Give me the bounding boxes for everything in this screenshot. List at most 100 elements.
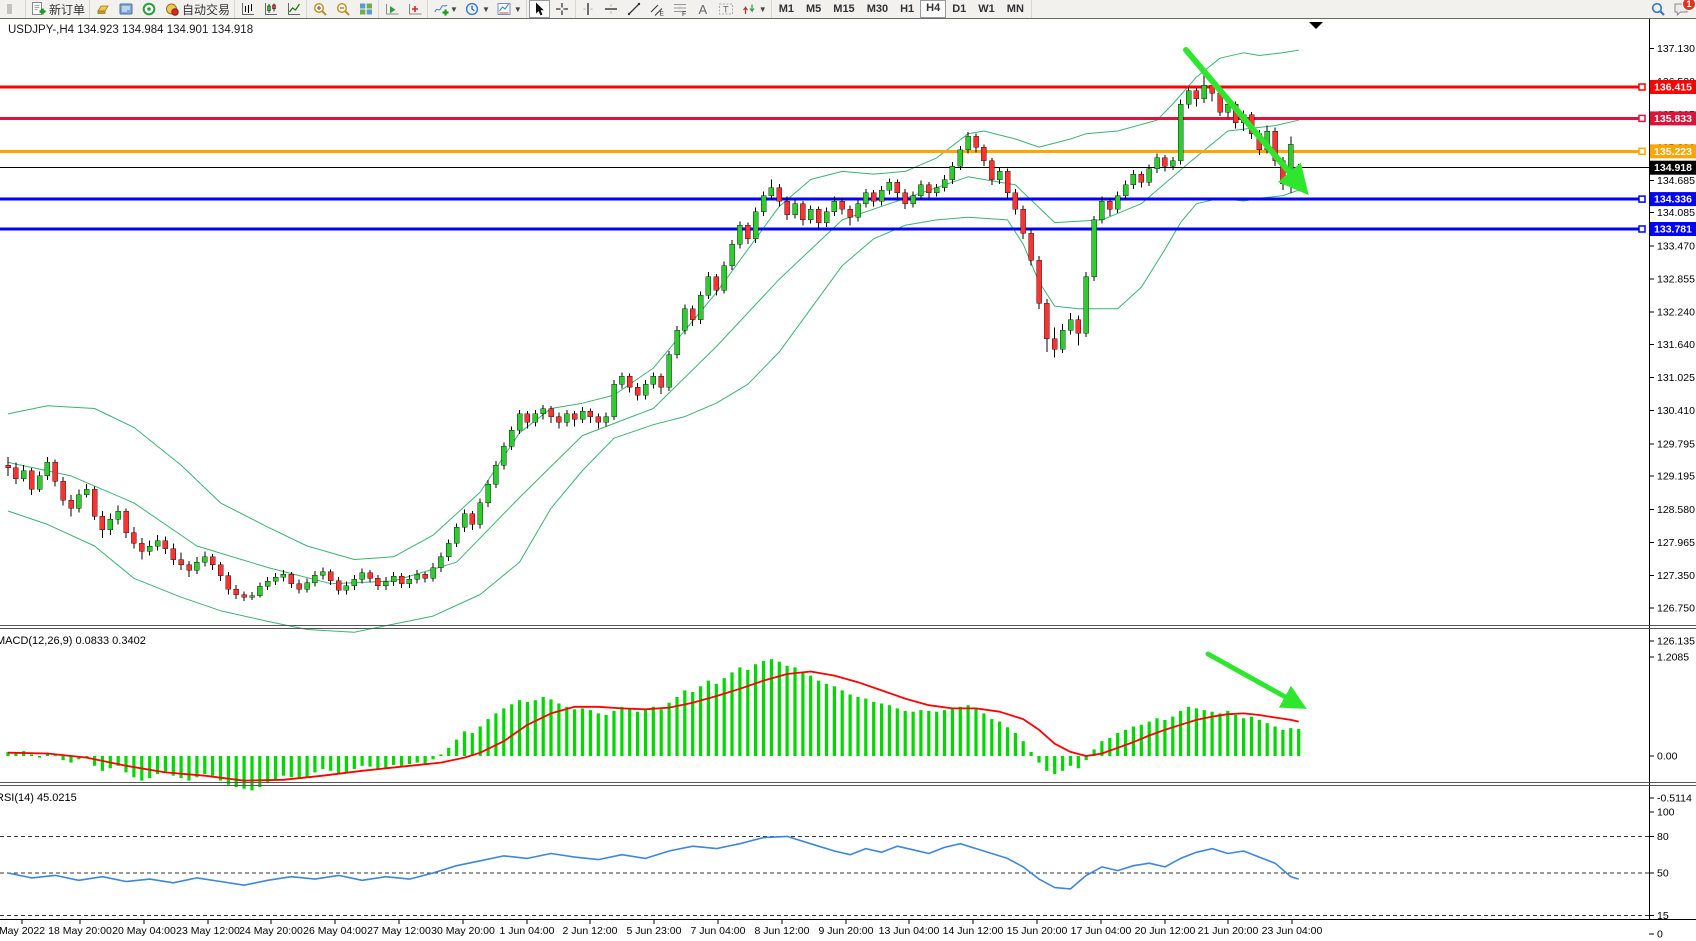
chart-line-glyph: [285, 1, 302, 17]
bar-chart-icon[interactable]: [237, 1, 258, 17]
svg-text:136.415: 136.415: [1654, 82, 1692, 94]
svg-text:132.855: 132.855: [1657, 273, 1695, 285]
svg-text:0: 0: [1657, 929, 1663, 941]
zoom-out-icon[interactable]: [332, 1, 353, 17]
toolbar-group: 自动交易: [90, 0, 236, 18]
indicators-glyph: [432, 1, 449, 17]
tile-windows-icon[interactable]: [355, 1, 376, 17]
chart-title: USDJPY-,H4 134.923 134.984 134.901 134.9…: [8, 24, 253, 36]
svg-text:23 Jun 04:00: 23 Jun 04:00: [1262, 925, 1323, 937]
candles-layer: [5, 70, 1302, 601]
hline-136.415[interactable]: [0, 83, 1646, 91]
time-axis[interactable]: May 2022 18 May 20:00 20 May 04:00 23 May 1…: [0, 918, 1696, 937]
cursor-glyph: [531, 1, 548, 17]
hline-135.223[interactable]: [0, 147, 1646, 156]
svg-text:23 May 12:00: 23 May 12:00: [176, 925, 240, 937]
data-window-icon[interactable]: [115, 1, 136, 17]
timeframe-w1[interactable]: W1: [978, 3, 995, 15]
svg-text:-0.5114: -0.5114: [1657, 792, 1692, 804]
chevron-down-icon[interactable]: ▼: [758, 4, 767, 14]
clipped-icon[interactable]: [2, 1, 23, 17]
trendline-icon[interactable]: [624, 1, 645, 17]
label-icon[interactable]: T: [716, 1, 737, 17]
macd-label: MACD(12,26,9) 0.0833 0.3402: [0, 635, 146, 647]
hline-134.336[interactable]: [0, 195, 1646, 203]
timeframe-m30[interactable]: M30: [866, 3, 889, 15]
periods-icon[interactable]: ▼: [462, 1, 492, 17]
hline-135.833[interactable]: [0, 114, 1646, 123]
chart-svg[interactable]: 137.130136.520135.905135.290134.685134.0…: [0, 18, 1696, 941]
channel-icon[interactable]: E: [647, 1, 668, 17]
crosshair-icon[interactable]: [552, 1, 573, 17]
fibonacci-icon[interactable]: F: [670, 1, 691, 17]
svg-text:26 May 04:00: 26 May 04:00: [303, 925, 367, 937]
svg-text:128.580: 128.580: [1657, 504, 1695, 516]
navigator-icon[interactable]: [138, 1, 159, 17]
svg-text:134.685: 134.685: [1657, 175, 1695, 187]
timeframe-m15[interactable]: M15: [833, 3, 855, 15]
notification-badge: 1: [1682, 0, 1696, 11]
toolbar-group: [0, 0, 26, 18]
search-button[interactable]: [1647, 1, 1668, 17]
arrows-icon[interactable]: ▼: [739, 1, 769, 17]
cursor-icon[interactable]: [528, 0, 550, 18]
hline-133.781[interactable]: [0, 225, 1646, 233]
notifications-button[interactable]: 1: [1670, 0, 1696, 17]
candlestick-chart-icon[interactable]: [260, 1, 281, 17]
new-order-button[interactable]: 新订单: [28, 1, 87, 17]
svg-text:50: 50: [1657, 868, 1669, 880]
trend-arrow[interactable]: [1183, 47, 1309, 196]
svg-text:9 Jun 20:00: 9 Jun 20:00: [819, 925, 874, 937]
vertical-line-icon[interactable]: [578, 1, 599, 17]
chart-shift-marker[interactable]: [1309, 22, 1323, 29]
timeframe-m1[interactable]: M1: [778, 3, 794, 15]
horizontal-line-icon[interactable]: [601, 1, 622, 17]
svg-text:131.025: 131.025: [1657, 372, 1695, 384]
gold-glyph: [94, 1, 111, 17]
svg-text:15 Jun 20:00: 15 Jun 20:00: [1007, 925, 1068, 937]
chevron-down-icon[interactable]: ▼: [450, 4, 458, 14]
timeframe-m5[interactable]: M5: [806, 3, 822, 15]
templates-icon[interactable]: ▼: [494, 1, 524, 17]
text-icon[interactable]: A: [693, 1, 714, 17]
fibo-glyph: F: [672, 1, 689, 17]
autotrading-button[interactable]: 自动交易: [161, 1, 232, 17]
svg-text:E: E: [660, 11, 665, 18]
svg-text:127.965: 127.965: [1657, 537, 1695, 549]
svg-text:2 Jun 12:00: 2 Jun 12:00: [563, 925, 618, 937]
chart-candles-glyph: [262, 1, 279, 17]
label-glyph: T: [718, 1, 735, 17]
chevron-down-icon[interactable]: ▼: [513, 4, 522, 14]
chart-area[interactable]: 137.130136.520135.905135.290134.685134.0…: [0, 18, 1696, 941]
svg-text:131.640: 131.640: [1657, 339, 1695, 351]
clipped-glyph: [4, 1, 21, 17]
zoom-in-icon[interactable]: [309, 1, 330, 17]
chevron-down-icon[interactable]: ▼: [481, 4, 490, 14]
auto-scroll-icon[interactable]: [381, 1, 402, 17]
timeframe-h4[interactable]: H4: [920, 0, 947, 18]
svg-text:133.781: 133.781: [1654, 224, 1692, 236]
timeframe-mn[interactable]: MN: [1006, 3, 1024, 15]
indicators-icon[interactable]: ▼: [430, 1, 460, 17]
svg-text:T: T: [723, 5, 729, 15]
svg-text:1.2085: 1.2085: [1657, 651, 1689, 663]
toolbar-group: [235, 0, 308, 18]
vline-glyph: [580, 1, 597, 17]
line-chart-icon[interactable]: [283, 1, 304, 17]
svg-text:134.918: 134.918: [1654, 162, 1692, 174]
timeframe-h1[interactable]: H1: [900, 3, 915, 15]
svg-text:A: A: [699, 2, 708, 17]
chart-shift-icon[interactable]: [404, 1, 425, 17]
rsi-panel[interactable]: 100 80 50 15 0 RSI(14) 45.0215: [0, 792, 1675, 941]
timeframe-d1[interactable]: D1: [952, 3, 967, 15]
market-watch-icon[interactable]: [92, 1, 113, 17]
toolbar-group: [307, 0, 380, 18]
toolbar-group: 新订单: [26, 0, 91, 18]
crosshair-glyph: [554, 1, 571, 17]
price-axis[interactable]: 137.130136.520135.905135.290134.685134.0…: [1649, 19, 1695, 919]
signal-glyph: [140, 1, 157, 17]
search-icon: [1649, 1, 1666, 17]
macd-panel[interactable]: 1.2085 0.00 -0.5114 MACD(12,26,9) 0.0833 0.…: [0, 635, 1692, 804]
new-order-button-label: 新订单: [49, 2, 86, 17]
svg-text:20 Jun 12:00: 20 Jun 12:00: [1135, 925, 1196, 937]
